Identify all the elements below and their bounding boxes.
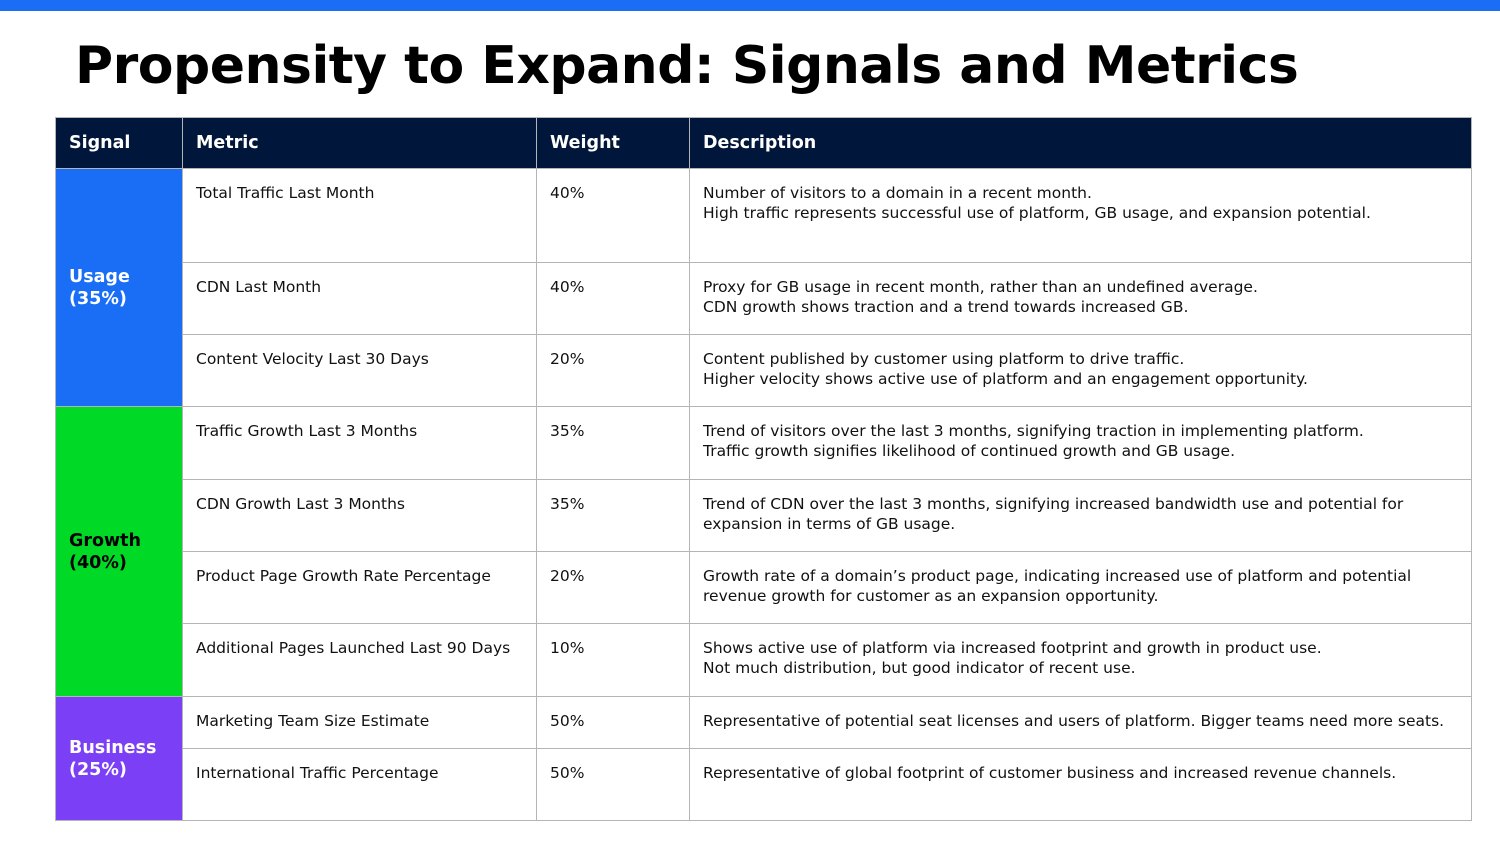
weight: 35%: [550, 422, 585, 440]
metric: Content Velocity Last 30 Days: [196, 350, 429, 368]
metric-cell: Content Velocity Last 30 Days: [182, 334, 537, 407]
metric-cell: CDN Growth Last 3 Months: [182, 479, 537, 552]
title: Propensity to Expand: Signals and Metric…: [75, 36, 1299, 96]
signal-cell: Usage (35%): [55, 168, 183, 407]
weight-cell: 40%: [536, 262, 690, 335]
description-line: Representative of global footprint of cu…: [703, 764, 1397, 782]
metric-cell: CDN Last Month: [182, 262, 537, 335]
description-cell: Trend of visitors over the last 3 months…: [689, 406, 1472, 480]
weight: 20%: [550, 567, 585, 585]
description-cell: Number of visitors to a domain in a rece…: [689, 168, 1472, 263]
description-line: Traffic growth signifies likelihood of c…: [703, 442, 1235, 460]
column-header: Metric: [182, 117, 537, 169]
table-row: Usage (35%) Total Traffic Last Month 40% Num…: [55, 168, 1472, 407]
description-line: Growth rate of a domain’s product page, …: [703, 567, 1412, 605]
metric: Additional Pages Launched Last 90 Days: [196, 639, 511, 657]
weight: 20%: [550, 350, 585, 368]
description-cell: Growth rate of a domain’s product page, …: [689, 551, 1472, 624]
description-line: Content published by customer using plat…: [703, 350, 1185, 368]
signal-cell: Growth (40%): [55, 406, 183, 697]
description-line: Trend of visitors over the last 3 months…: [703, 422, 1364, 440]
description-line: Not much distribution, but good indicato…: [703, 659, 1136, 677]
metric-cell: International Traffic Percentage: [182, 748, 537, 821]
weight: 40%: [550, 184, 585, 202]
column-header: Description: [689, 117, 1472, 169]
metric-cell: Total Traffic Last Month: [182, 168, 537, 263]
weight-cell: 35%: [536, 406, 690, 480]
table-row: Content Velocity Last 30 Days 20% Content …: [56, 334, 1472, 407]
top-bar: [0, 0, 1500, 11]
weight: 50%: [550, 712, 585, 730]
metric: CDN Last Month: [196, 278, 322, 296]
description-cell: Content published by customer using plat…: [689, 334, 1472, 407]
metric-cell: Additional Pages Launched Last 90 Days: [182, 623, 537, 697]
table-row: CDN Growth Last 3 Months 35% Trend of CDN …: [56, 479, 1472, 552]
description-line: Number of visitors to a domain in a rece…: [703, 184, 1092, 202]
table-row: Growth (40%) Traffic Growth Last 3 Months 3…: [55, 406, 1472, 697]
weight-cell: 10%: [536, 623, 690, 697]
description-cell: Shows active use of platform via increas…: [689, 623, 1472, 697]
metric: Product Page Growth Rate Percentage: [196, 567, 491, 585]
metric: International Traffic Percentage: [196, 764, 439, 782]
signal-label: Business: [69, 737, 157, 758]
description-cell: Proxy for GB usage in recent month, rath…: [689, 262, 1472, 335]
column-header: Signal: [55, 117, 183, 169]
weight-cell: 20%: [536, 551, 690, 624]
metric-cell: Product Page Growth Rate Percentage: [182, 551, 537, 624]
table-row: Product Page Growth Rate Percentage 20% Gr…: [56, 551, 1472, 624]
weight-cell: 35%: [536, 479, 690, 552]
metric: Traffic Growth Last 3 Months: [196, 422, 418, 440]
metric: Marketing Team Size Estimate: [196, 712, 430, 730]
weight: 35%: [550, 495, 585, 513]
description-cell: Representative of potential seat license…: [689, 696, 1472, 749]
description-line: CDN growth shows traction and a trend to…: [703, 298, 1189, 316]
weight: 40%: [550, 278, 585, 296]
signal-label: (35%): [69, 288, 127, 309]
weight: 50%: [550, 764, 585, 782]
metric: Total Traffic Last Month: [196, 184, 375, 202]
description-cell: Representative of global footprint of cu…: [689, 748, 1472, 821]
signals-table: Signal Metric Weight Description Usage (35%)…: [55, 117, 1472, 821]
description-line: Representative of potential seat license…: [703, 712, 1445, 730]
description-line: Higher velocity shows active use of plat…: [703, 370, 1308, 388]
header-row: Signal Metric Weight Description: [55, 117, 1472, 169]
column-header: Weight: [536, 117, 690, 169]
signal-label: (40%): [69, 552, 127, 573]
weight-cell: 40%: [536, 168, 690, 263]
metric-cell: Marketing Team Size Estimate: [182, 696, 537, 749]
weight-cell: 50%: [536, 748, 690, 821]
metric-cell: Traffic Growth Last 3 Months: [182, 406, 537, 480]
table-row: Business (25%) Marketing Team Size Estimat…: [55, 696, 1472, 821]
description-line: Trend of CDN over the last 3 months, sig…: [703, 495, 1404, 533]
description-line: Proxy for GB usage in recent month, rath…: [703, 278, 1258, 296]
description-line: High traffic represents successful use o…: [703, 204, 1371, 222]
table-body: Usage (35%) Total Traffic Last Month 40% Num…: [55, 168, 1472, 821]
weight-cell: 20%: [536, 334, 690, 407]
signal-label: Usage: [69, 266, 130, 287]
signal-cell: Business (25%): [55, 696, 183, 821]
table-row: Additional Pages Launched Last 90 Days 10…: [56, 623, 1472, 697]
metric: CDN Growth Last 3 Months: [196, 495, 405, 513]
description-line: Shows active use of platform via increas…: [703, 639, 1322, 657]
description-cell: Trend of CDN over the last 3 months, sig…: [689, 479, 1472, 552]
table-row: CDN Last Month 40% Proxy for GB usage in r…: [56, 262, 1472, 335]
signal-label: (25%): [69, 759, 127, 780]
table-row: International Traffic Percentage 50% Repre…: [56, 748, 1472, 821]
signal-label: Growth: [69, 530, 142, 551]
weight-cell: 50%: [536, 696, 690, 749]
weight: 10%: [550, 639, 585, 657]
